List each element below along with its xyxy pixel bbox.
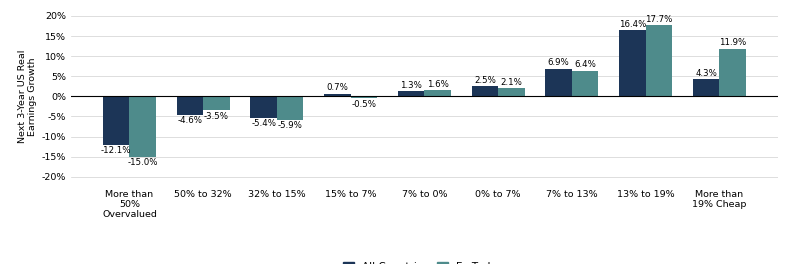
Text: 2.5%: 2.5% [474,76,496,85]
Bar [424,90,451,96]
Text: 0.7%: 0.7% [326,83,348,92]
Text: -5.4%: -5.4% [252,119,276,128]
Text: -0.5%: -0.5% [351,100,376,109]
Bar [177,96,204,115]
Text: -4.6%: -4.6% [178,116,203,125]
Bar [472,86,498,96]
Text: 2.1%: 2.1% [501,78,523,87]
Bar [277,96,303,120]
Text: -12.1%: -12.1% [101,146,131,155]
Text: 6.4%: 6.4% [575,60,596,69]
Bar [204,96,230,110]
Y-axis label: Next 3-Year US Real
Earnings Growth: Next 3-Year US Real Earnings Growth [18,50,38,143]
Text: -15.0%: -15.0% [127,158,158,167]
Text: -3.5%: -3.5% [204,112,229,121]
Bar [251,96,277,118]
Bar [619,30,645,96]
Bar [324,93,351,96]
Legend: All Countries, Ex Turkey: All Countries, Ex Turkey [343,262,505,264]
Bar [498,88,525,96]
Bar [103,96,130,145]
Bar [693,79,719,96]
Text: 16.4%: 16.4% [619,20,646,29]
Bar [645,25,672,96]
Bar [572,71,598,96]
Text: 11.9%: 11.9% [719,38,747,47]
Bar [130,96,156,157]
Text: 4.3%: 4.3% [696,69,717,78]
Bar [351,96,377,98]
Bar [719,49,746,96]
Text: 17.7%: 17.7% [645,15,673,24]
Text: -5.9%: -5.9% [277,121,303,130]
Bar [545,69,572,96]
Text: 1.3%: 1.3% [400,81,422,90]
Bar [398,91,424,96]
Text: 6.9%: 6.9% [548,58,570,67]
Text: 1.6%: 1.6% [427,80,449,89]
